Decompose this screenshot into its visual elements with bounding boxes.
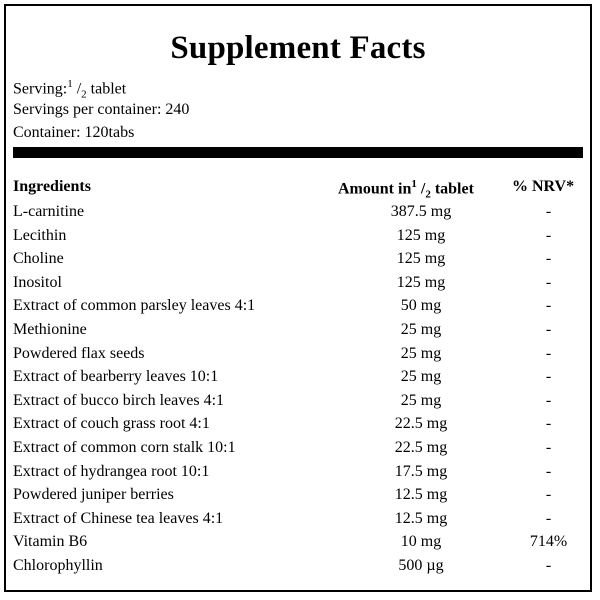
table-row: L-carnitine 387.5 mg -	[6, 203, 590, 227]
ingredient-amount: 50 mg	[400, 297, 442, 315]
ingredient-amount: 22.5 mg	[394, 439, 448, 456]
ingredient-name: Vitamin B6	[13, 533, 88, 551]
ingredient-name: Extract of bearberry leaves 10:1	[13, 368, 219, 386]
panel-title: Supplement Facts	[170, 30, 426, 66]
amount-header-suffix: tablet	[430, 180, 474, 198]
table-row: Choline 125 mg -	[6, 250, 590, 274]
ingredient-nrv: -	[545, 368, 552, 386]
ingredient-amount: 17.5 mg	[394, 462, 448, 480]
ingredient-nrv: -	[545, 344, 552, 362]
ingredient-amount: 500 µg	[398, 557, 444, 574]
ingredient-nrv: 714%	[529, 533, 568, 551]
amount-header-slash: /	[416, 180, 426, 198]
ingredient-nrv: -	[545, 509, 552, 527]
table-row: Extract of common corn stalk 10:1 22.5 mg…	[6, 439, 590, 463]
ingredient-name: Extract of bucco birch leaves 4:1	[13, 391, 225, 409]
serving-numerator: 1	[67, 78, 73, 90]
ingredient-name: Choline	[13, 250, 64, 268]
table-row: Vitamin B6 10 mg 714%	[6, 533, 590, 557]
supplement-facts-panel: Supplement Facts Serving:1 /2 tablet Ser…	[4, 4, 592, 592]
ingredient-name: Chlorophyllin	[13, 557, 103, 574]
ingredient-nrv: -	[545, 203, 552, 220]
ingredient-amount: 387.5 mg	[390, 203, 452, 220]
amount-header-denominator: 2	[425, 188, 431, 201]
ingredient-name: Extract of couch grass root 4:1	[13, 415, 210, 433]
ingredient-amount: 125 mg	[396, 226, 446, 244]
ingredient-name: Inositol	[13, 273, 62, 291]
nrv-header: % NRV*	[512, 178, 575, 195]
ingredient-name: Extract of Chinese tea leaves 4:1	[13, 509, 224, 527]
ingredient-name: Powdered flax seeds	[13, 344, 145, 362]
ingredient-nrv: -	[545, 297, 552, 315]
ingredient-nrv: -	[545, 321, 552, 338]
serving-size: Serving:1 /2 tablet	[13, 78, 126, 101]
ingredient-nrv: -	[545, 273, 552, 291]
ingredient-amount: 25 mg	[400, 391, 442, 409]
ingredient-amount: 25 mg	[400, 344, 442, 362]
ingredient-name: Extract of hydrangea root 10:1	[13, 462, 210, 480]
ingredient-nrv: -	[545, 439, 552, 456]
table-row: Extract of hydrangea root 10:1 17.5 mg -	[6, 463, 590, 487]
ingredient-amount: 125 mg	[396, 273, 446, 291]
amount-header: Amount in1 /2 tablet	[338, 178, 474, 201]
ingredient-amount: 12.5 mg	[394, 486, 448, 504]
table-row: Extract of bucco birch leaves 4:1 25 mg -	[6, 392, 590, 416]
ingredient-nrv: -	[545, 462, 552, 480]
ingredient-amount: 125 mg	[396, 250, 446, 268]
ingredient-amount: 12.5 mg	[394, 509, 448, 527]
ingredient-name: Extract of common parsley leaves 4:1	[13, 297, 256, 315]
serving-label: Serving:	[13, 80, 68, 98]
ingredient-nrv: -	[545, 486, 552, 504]
ingredient-amount: 25 mg	[400, 368, 442, 386]
ingredient-amount: 10 mg	[400, 533, 442, 551]
serving-denominator: 2	[81, 88, 87, 101]
table-row: Inositol 125 mg -	[6, 274, 590, 298]
table-row: Powdered juniper berries 12.5 mg -	[6, 486, 590, 510]
table-row: Extract of bearberry leaves 10:1 25 mg -	[6, 368, 590, 392]
servings-per-container: Servings per container: 240	[13, 101, 190, 118]
ingredient-name: Extract of common corn stalk 10:1	[13, 439, 236, 456]
serving-slash: /	[72, 80, 82, 98]
amount-header-prefix: Amount in	[338, 180, 412, 198]
ingredient-nrv: -	[545, 391, 552, 409]
heavy-divider	[13, 147, 583, 158]
ingredient-nrv: -	[545, 557, 552, 574]
ingredient-nrv: -	[545, 250, 552, 268]
table-row: Extract of couch grass root 4:1 22.5 mg -	[6, 415, 590, 439]
ingredient-amount: 25 mg	[400, 321, 442, 338]
ingredient-nrv: -	[545, 415, 552, 433]
ingredient-name: Lecithin	[13, 226, 67, 244]
table-row: Extract of Chinese tea leaves 4:1 12.5 mg…	[6, 510, 590, 534]
table-row: Extract of common parsley leaves 4:1 50 m…	[6, 297, 590, 321]
ingredient-name: Methionine	[13, 321, 87, 338]
ingredients-header: Ingredients	[13, 178, 91, 195]
table-row: Lecithin 125 mg -	[6, 227, 590, 251]
amount-header-numerator: 1	[411, 178, 417, 190]
ingredient-name: Powdered juniper berries	[13, 486, 174, 504]
container-count: Container: 120tabs	[13, 124, 135, 141]
table-row: Powdered flax seeds 25 mg -	[6, 345, 590, 369]
serving-unit: tablet	[86, 80, 127, 98]
table-row: Chlorophyllin 500 µg -	[6, 557, 590, 581]
ingredient-amount: 22.5 mg	[394, 415, 448, 433]
ingredient-name: L-carnitine	[13, 203, 85, 220]
table-row: Methionine 25 mg -	[6, 321, 590, 345]
ingredient-nrv: -	[545, 226, 552, 244]
